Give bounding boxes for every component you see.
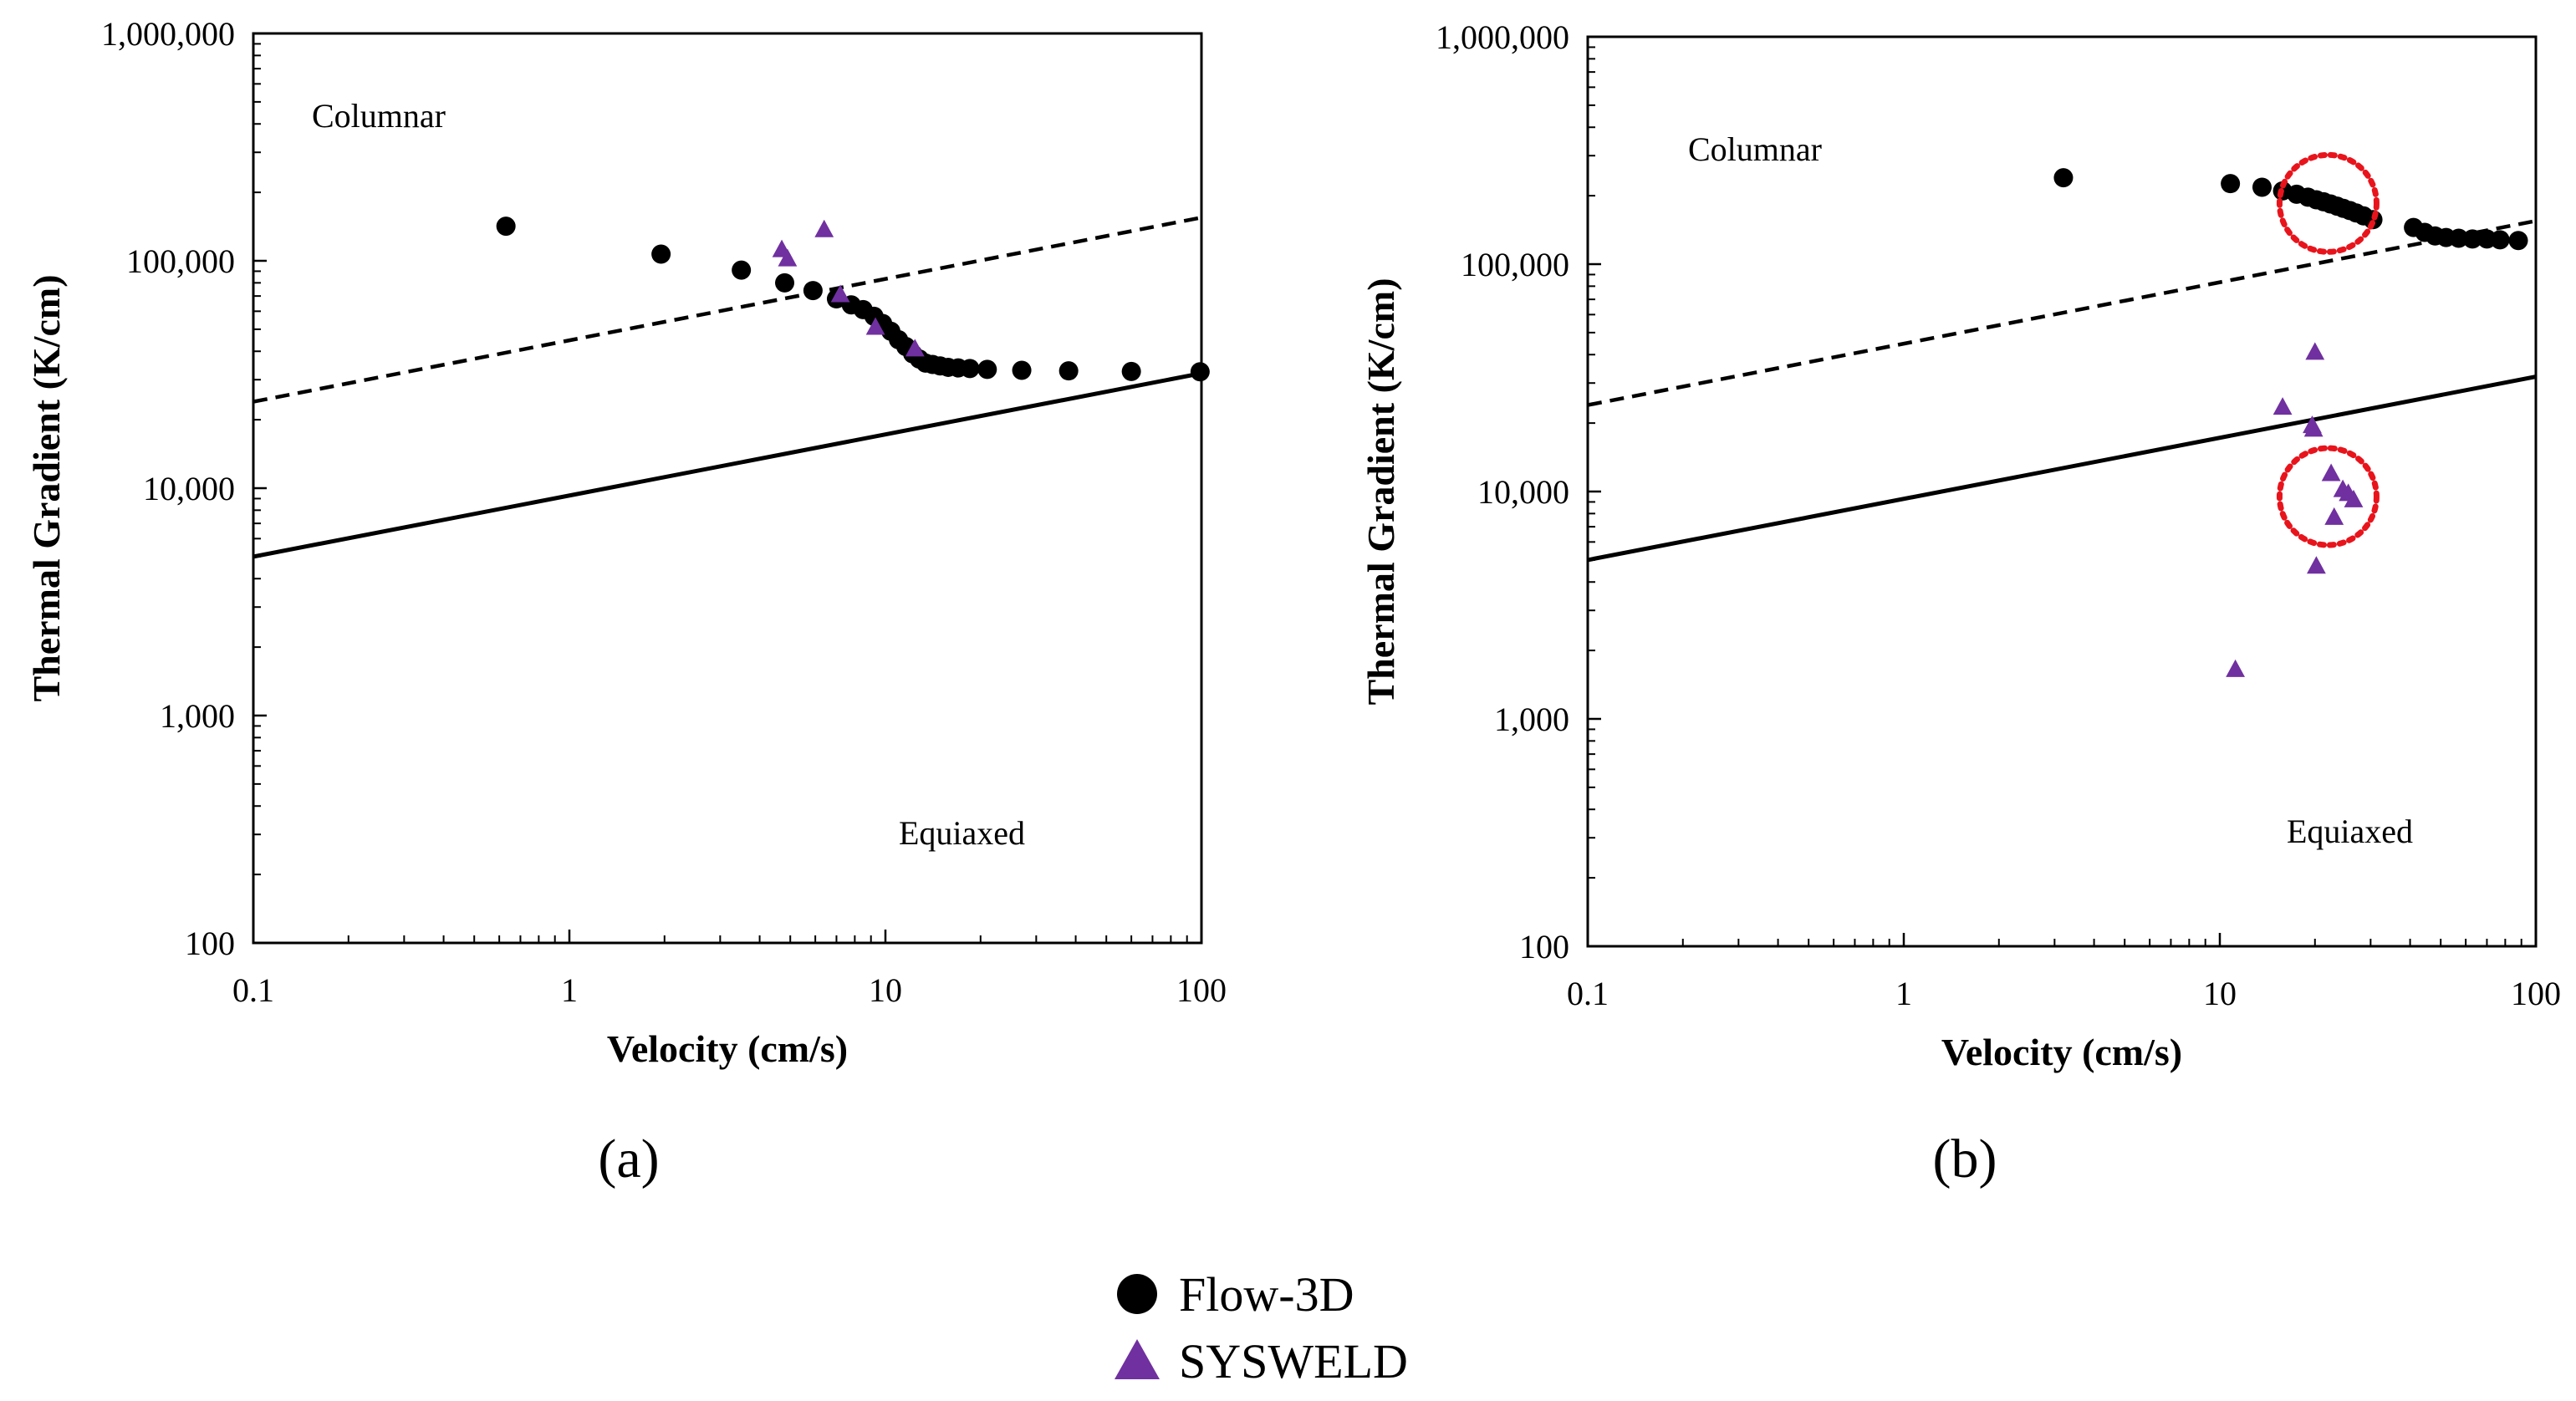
data-point-sysweld bbox=[2226, 659, 2246, 677]
data-point-sysweld bbox=[2305, 342, 2325, 360]
boundary-line-dashed bbox=[253, 216, 1201, 404]
data-point-sysweld bbox=[814, 219, 834, 237]
data-point-flow-3d bbox=[977, 359, 997, 380]
chart-panel-b: 0.1 1 10 100 100 1,000 10,000 100,000 1,000,000 V… bbox=[1359, 18, 2561, 1190]
x-tick-label: 0.1 bbox=[232, 971, 274, 1009]
data-point-sysweld bbox=[2303, 419, 2324, 437]
y-tick-label: 100 bbox=[185, 925, 235, 962]
legend-label: Flow-3D bbox=[1179, 1267, 1354, 1322]
plot-frame bbox=[1586, 35, 2538, 948]
y-axis-title: Thermal Gradient (K/cm) bbox=[25, 274, 68, 701]
highlight-circle bbox=[2276, 445, 2380, 548]
legend: Flow-3D SYSWELD bbox=[1115, 1267, 1408, 1388]
data-point-flow-3d bbox=[2508, 231, 2528, 251]
boundary-line-dashed bbox=[1588, 219, 2536, 407]
y-axis-title: Thermal Gradient (K/cm) bbox=[1359, 278, 1402, 705]
data-point-flow-3d bbox=[2449, 228, 2469, 248]
x-axis-title: Velocity (cm/s) bbox=[1941, 1031, 2182, 1073]
y-tick-label: 10,000 bbox=[143, 470, 235, 507]
legend-label: SYSWELD bbox=[1179, 1334, 1408, 1388]
data-point-flow-3d bbox=[651, 244, 671, 264]
x-tick-label: 10 bbox=[869, 971, 902, 1009]
panel-label: (b) bbox=[1933, 1128, 1997, 1190]
data-point-sysweld bbox=[778, 248, 798, 267]
chart-panel-a: 0.1 1 10 100 100 1,000 10,000 100,000 1,000,000 V… bbox=[25, 15, 1227, 1190]
x-tick-label: 0.1 bbox=[1567, 975, 1609, 1012]
data-point-sysweld bbox=[2307, 556, 2326, 574]
y-tick-label: 100,000 bbox=[126, 242, 235, 280]
data-point-sysweld bbox=[2321, 463, 2341, 481]
data-point-flow-3d bbox=[2252, 177, 2272, 197]
data-point-flow-3d bbox=[1012, 360, 1032, 380]
region-label-columnar: Columnar bbox=[312, 97, 446, 135]
data-point-flow-3d bbox=[2490, 230, 2510, 250]
x-tick-label: 1 bbox=[561, 971, 578, 1009]
data-point-sysweld bbox=[865, 317, 885, 335]
data-point-flow-3d bbox=[2053, 168, 2074, 188]
data-point-flow-3d bbox=[2462, 229, 2482, 249]
data-point-flow-3d bbox=[732, 260, 752, 280]
y-tick-label: 1,000,000 bbox=[1436, 18, 1569, 56]
data-point-flow-3d bbox=[496, 217, 516, 237]
y-tick-label: 100,000 bbox=[1461, 246, 1569, 283]
data-point-sysweld bbox=[830, 284, 850, 303]
data-point-flow-3d bbox=[1121, 361, 1141, 381]
legend-marker-circle bbox=[1117, 1274, 1157, 1314]
region-label-columnar: Columnar bbox=[1688, 130, 1822, 168]
region-label-equiaxed: Equiaxed bbox=[899, 814, 1025, 852]
boundary-line-solid bbox=[1588, 374, 2536, 563]
data-point-sysweld bbox=[2324, 507, 2344, 525]
x-tick-label: 10 bbox=[2203, 975, 2237, 1012]
region-label-equiaxed: Equiaxed bbox=[2287, 813, 2413, 850]
y-tick-label: 1,000,000 bbox=[101, 15, 235, 53]
y-tick-label: 1,000 bbox=[1494, 700, 1569, 738]
data-point-sysweld bbox=[2344, 489, 2364, 507]
data-point-flow-3d bbox=[1058, 361, 1079, 381]
data-point-sysweld bbox=[905, 339, 925, 357]
panel-label: (a) bbox=[598, 1128, 659, 1190]
plot-frame bbox=[252, 32, 1203, 945]
data-point-flow-3d bbox=[803, 281, 823, 301]
data-point-flow-3d bbox=[2221, 174, 2241, 194]
data-point-flow-3d bbox=[1190, 362, 1210, 382]
legend-marker-triangle bbox=[1115, 1339, 1160, 1379]
boundary-line-solid bbox=[253, 371, 1201, 559]
data-point-sysweld bbox=[2272, 397, 2293, 415]
x-tick-label: 100 bbox=[2511, 975, 2561, 1012]
highlight-circle bbox=[2276, 151, 2380, 255]
data-point-flow-3d bbox=[960, 359, 980, 379]
y-tick-label: 1,000 bbox=[160, 697, 235, 735]
y-tick-label: 100 bbox=[1519, 928, 1569, 965]
data-point-flow-3d bbox=[775, 273, 795, 293]
y-tick-label: 10,000 bbox=[1477, 473, 1569, 511]
x-tick-label: 100 bbox=[1176, 971, 1227, 1009]
x-tick-label: 1 bbox=[1895, 975, 1912, 1012]
x-axis-title: Velocity (cm/s) bbox=[607, 1027, 848, 1070]
